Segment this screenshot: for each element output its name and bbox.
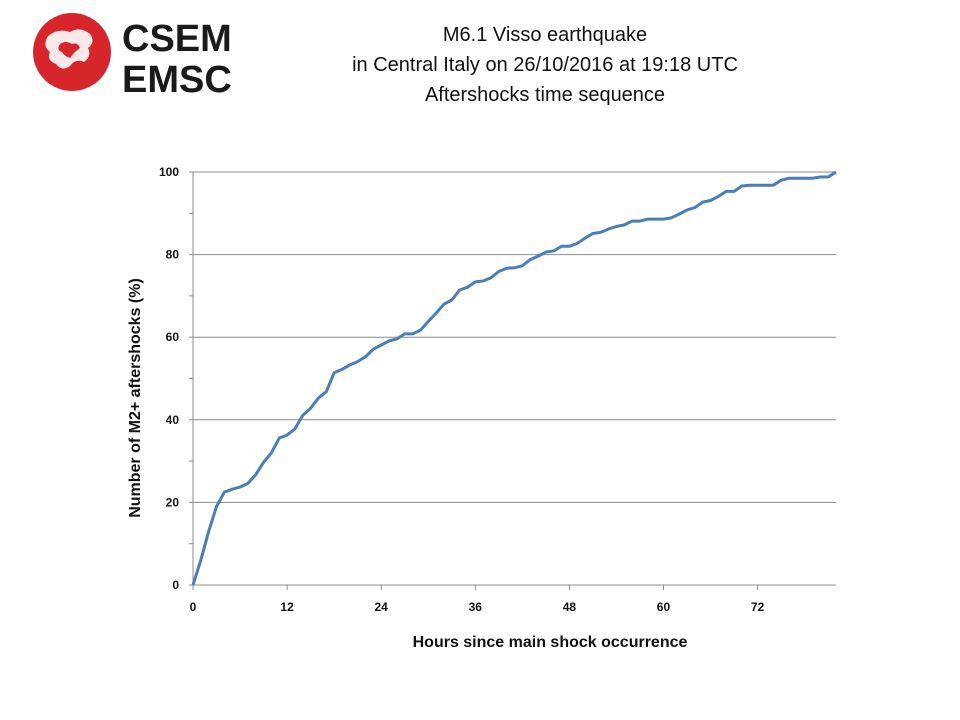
x-tick-label: 60 (657, 600, 671, 614)
x-tick-label: 72 (751, 600, 765, 614)
x-axis-title: Hours since main shock occurrence (413, 634, 688, 651)
x-tick-label: 0 (190, 600, 197, 614)
y-axis-title: Number of M2+ aftershocks (%) (127, 278, 144, 518)
y-tick-label: 60 (166, 330, 180, 344)
csem-emsc-logo: CSEM EMSC (30, 6, 232, 99)
title-line-1: M6.1 Visso earthquake (442, 24, 648, 46)
logo-text-csem: CSEM (122, 18, 232, 60)
gridlines (193, 171, 836, 503)
chart-title: M6.1 Visso earthquake in Central Italy o… (300, 20, 790, 110)
axes (189, 171, 836, 590)
x-tick-label: 24 (375, 600, 389, 614)
x-tick-label: 48 (563, 600, 577, 614)
x-tick-label: 36 (469, 600, 483, 614)
y-tick-label: 80 (166, 248, 180, 262)
title-line-3: Aftershocks time sequence (424, 84, 666, 106)
tick-labels: 0 20 40 60 80 100 0 12 24 36 48 60 72 (159, 165, 765, 614)
series-layer (191, 170, 837, 586)
y-tick-label: 0 (172, 578, 179, 592)
y-tick-label: 20 (166, 495, 180, 509)
x-tick-label: 12 (280, 600, 294, 614)
globe-logo-icon (33, 13, 111, 91)
y-tick-label: 100 (159, 165, 179, 179)
title-line-2: in Central Italy on 26/10/2016 at 19:18 … (352, 54, 738, 76)
y-tick-label: 40 (166, 413, 180, 427)
series-line (191, 170, 837, 586)
logo-text-emsc: EMSC (122, 59, 232, 101)
